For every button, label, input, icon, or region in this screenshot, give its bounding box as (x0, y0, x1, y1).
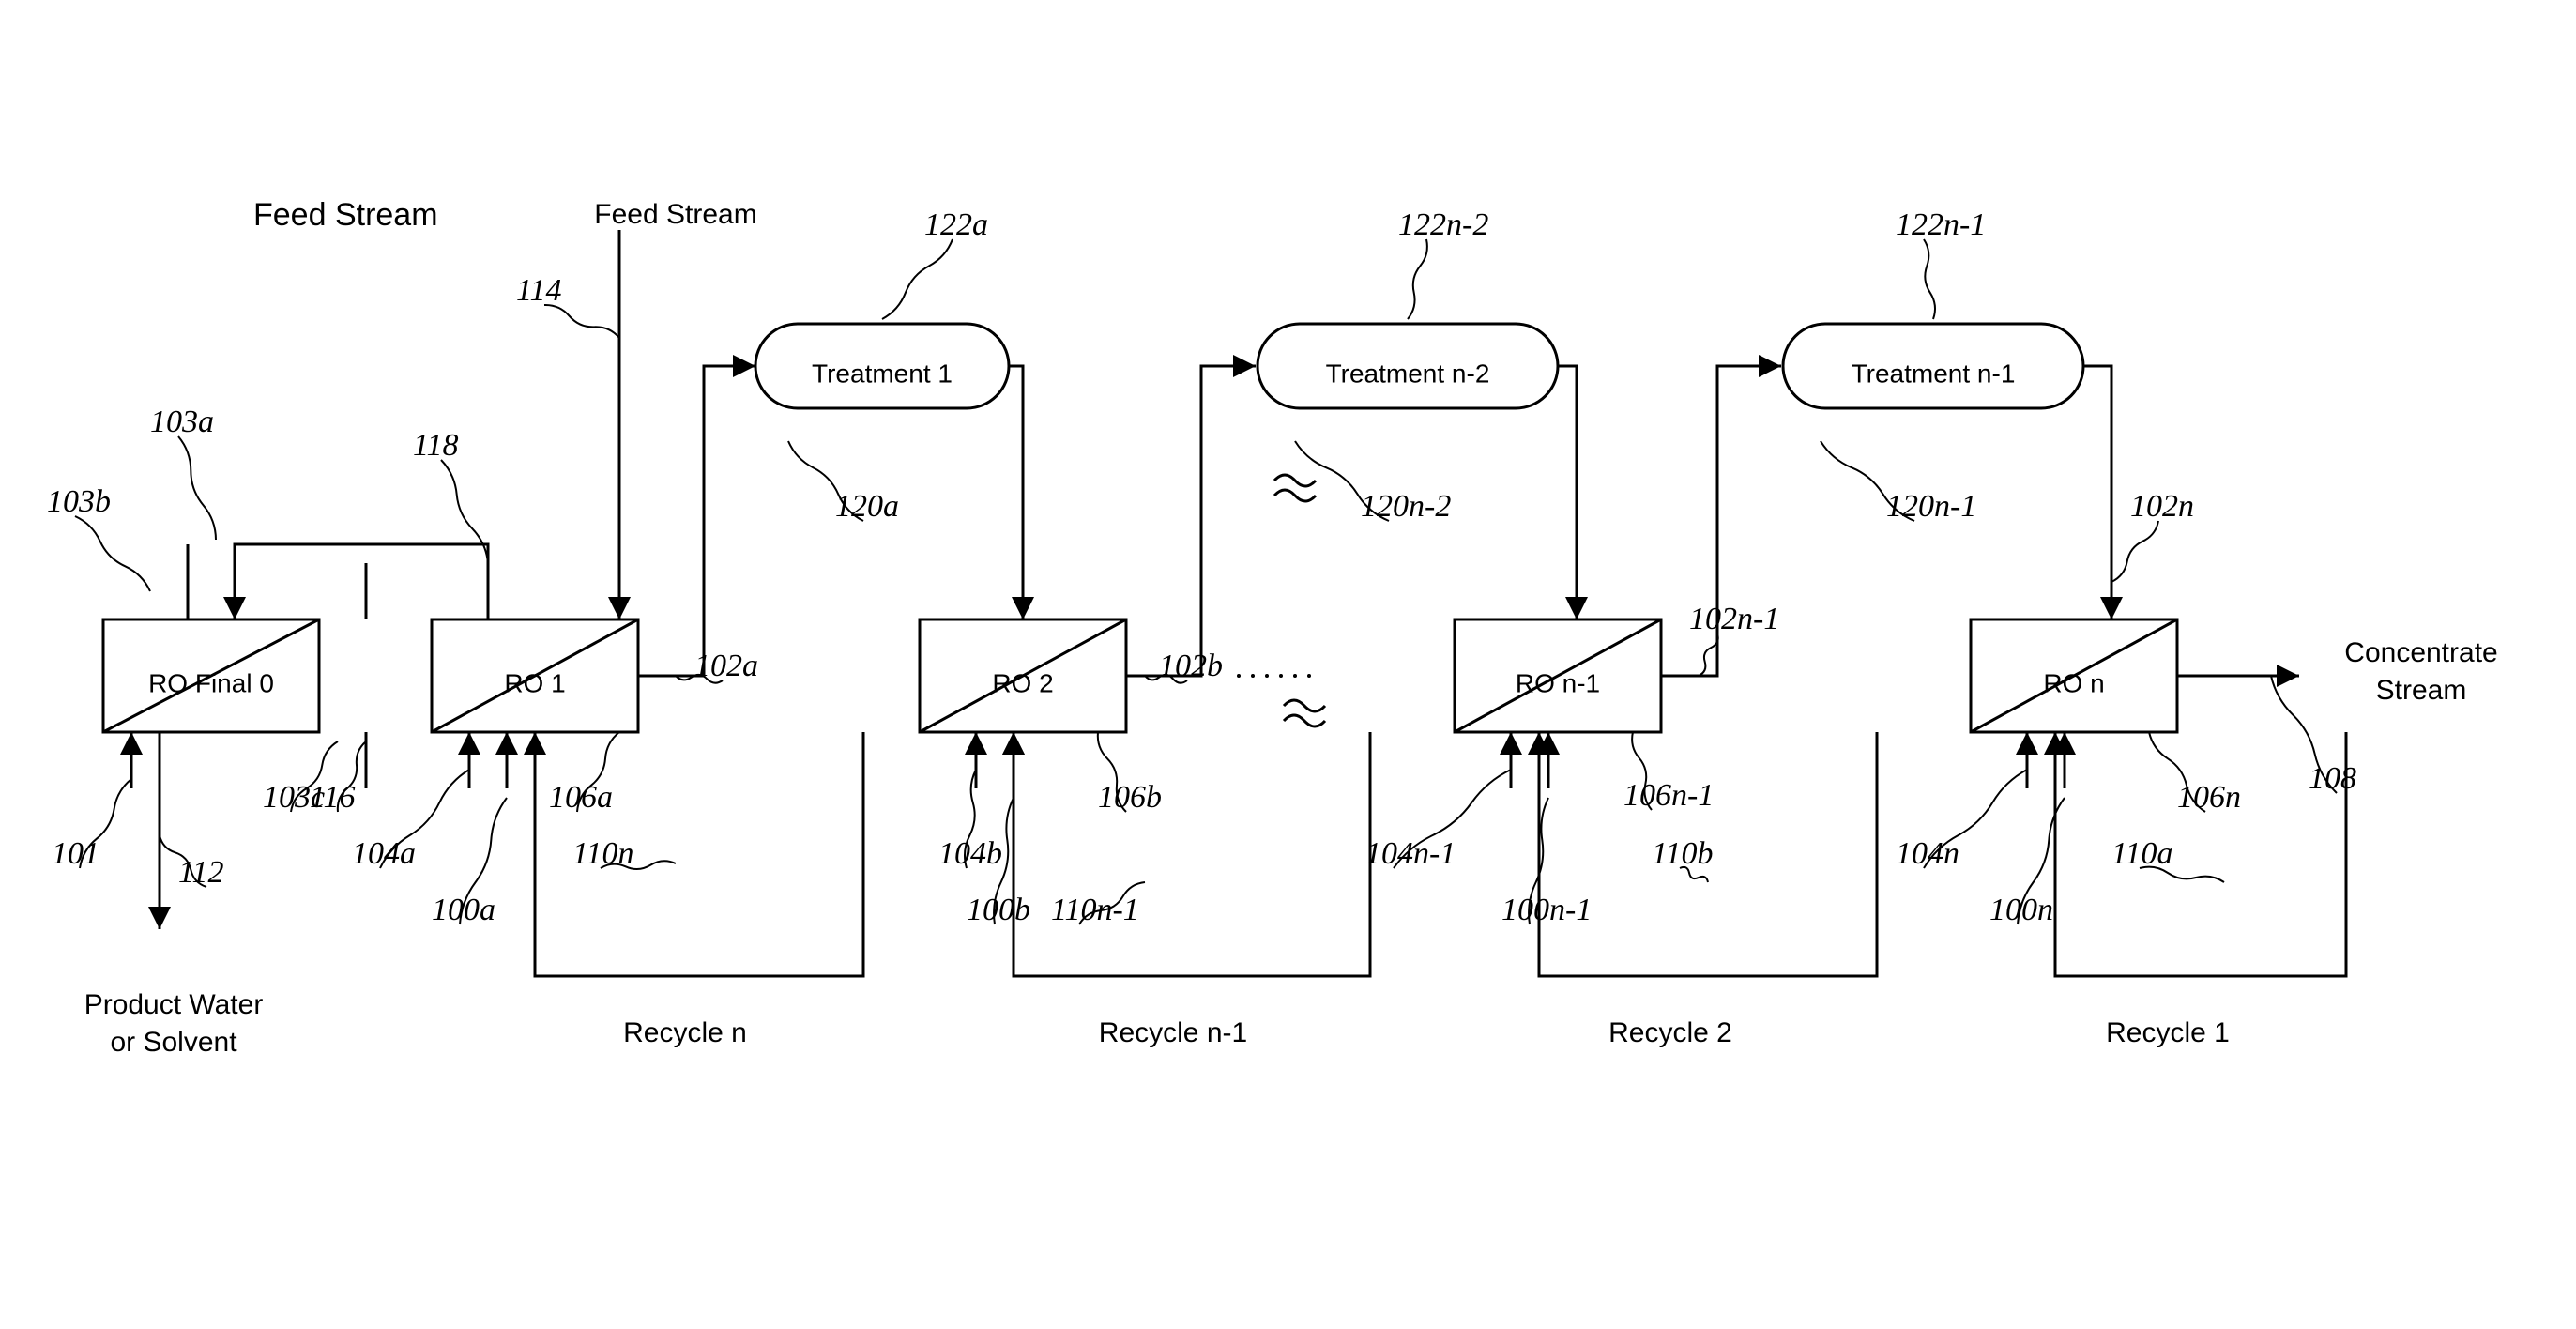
ref-102a: 102a (694, 649, 758, 683)
feed-label: Feed Stream (594, 199, 756, 230)
ref-102n-1: 102n-1 (1689, 602, 1779, 636)
recycle-label-1: Recycle n-1 (1099, 1017, 1247, 1048)
ro-2-label: RO 2 (992, 668, 1053, 697)
ref-118: 118 (413, 428, 458, 463)
ref-122n-1: 122n-1 (1896, 207, 1986, 242)
process-flow-diagram: RO Final 0 RO 1 RO 2 RO n-1 RO n Treatment 1 T… (19, 19, 2576, 1310)
ref-100n-1: 100n-1 (1501, 893, 1592, 927)
ref-116: 116 (310, 780, 355, 815)
t1-label: Treatment 1 (812, 359, 953, 388)
ref-110a: 110a (2111, 836, 2172, 871)
ref-104b: 104b (938, 836, 1002, 871)
product-label2: or Solvent (110, 1027, 237, 1058)
ref-104a: 104a (352, 836, 416, 871)
ref-102b: 102b (1159, 649, 1223, 683)
ref-122a: 122a (924, 207, 988, 242)
ref-100b: 100b (967, 893, 1030, 927)
ref-110n-1: 110n-1 (1051, 893, 1139, 927)
ref-120n-2: 120n-2 (1361, 489, 1451, 524)
tn2-label: Treatment n-2 (1326, 359, 1490, 388)
product-label1: Product Water (84, 989, 264, 1020)
ref-103a: 103a (150, 405, 214, 439)
ro-final-0-label: RO Final 0 (148, 668, 274, 697)
ref-120n-1: 120n-1 (1886, 489, 1976, 524)
ref-100n: 100n (1989, 893, 2053, 927)
ref-103b: 103b (47, 484, 111, 519)
ref-110b: 110b (1652, 836, 1713, 871)
ref-Feed-Stream: Feed Stream (253, 197, 438, 233)
ref-104n-1: 104n-1 (1365, 836, 1456, 871)
ro-1-label: RO 1 (504, 668, 565, 697)
ro-n-label: RO n (2043, 668, 2104, 697)
ref-106b: 106b (1098, 780, 1162, 815)
tn1-label: Treatment n-1 (1852, 359, 2016, 388)
concentrate-label: Concentrate (2344, 637, 2497, 668)
recycle-label-0: Recycle n (623, 1017, 747, 1048)
ref-114: 114 (516, 273, 561, 308)
ref-102n: 102n (2130, 489, 2194, 524)
ref-108: 108 (2309, 761, 2356, 796)
recycle-label-2: Recycle 2 (1608, 1017, 1732, 1048)
ro-n1-label: RO n-1 (1516, 668, 1600, 697)
ref-100a: 100a (432, 893, 495, 927)
concentrate-label2: Stream (2376, 675, 2467, 706)
ref-106n-1: 106n-1 (1623, 778, 1714, 813)
recycle-label-3: Recycle 1 (2106, 1017, 2230, 1048)
ref-122n-2: 122n-2 (1398, 207, 1488, 242)
